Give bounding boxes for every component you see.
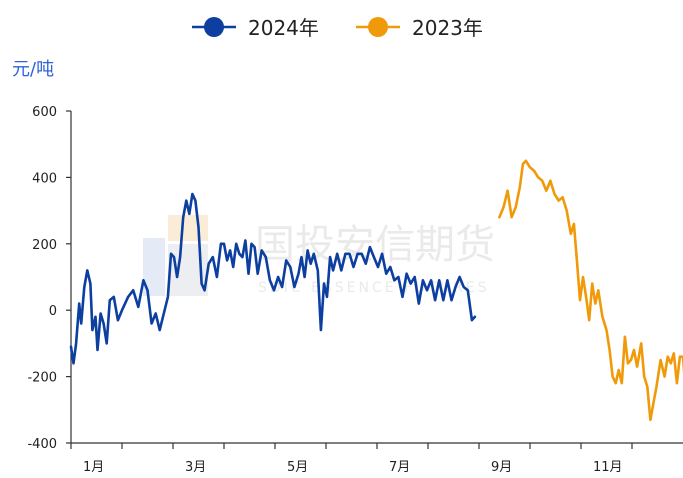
x-tick-label: 9月 [491,460,512,475]
watermark: 国投安信期货 SDIC ESSENCE FUTURES [143,215,495,296]
y-tick-label: 400 [32,171,57,186]
legend-label: 2023年 [412,16,483,40]
x-tick-label: 7月 [389,460,410,475]
series-layer [69,159,683,422]
x-tick-label: 1月 [83,460,104,475]
y-tick-label: -400 [27,437,57,452]
y-tick-label: 200 [32,238,57,253]
watermark-logo-block-blue [143,238,165,296]
legend-item-2[interactable]: 2023年 [356,16,483,40]
x-tick-label: 5月 [287,460,308,475]
y-tick-label: 600 [32,105,57,120]
legend-label: 2024年 [248,16,319,40]
y-axis-unit-label: 元/吨 [12,59,54,80]
y-tick-label: 0 [49,304,57,319]
x-tick-label: 11月 [593,460,623,475]
legend-swatch-marker [368,17,388,37]
y-tick-label: -200 [27,371,57,386]
series-line-1 [69,192,477,365]
legend-swatch-marker [204,17,224,37]
legend: 2024年 2023年 [192,16,483,40]
series-line-2 [498,159,683,422]
watermark-logo-block-orange [168,215,208,241]
x-tick-label: 3月 [185,460,206,475]
axes: 600 400 200 0 -200 -400 1月 3月 5月 7月 9月 11月 [27,105,683,475]
legend-item-1[interactable]: 2024年 [192,16,319,40]
